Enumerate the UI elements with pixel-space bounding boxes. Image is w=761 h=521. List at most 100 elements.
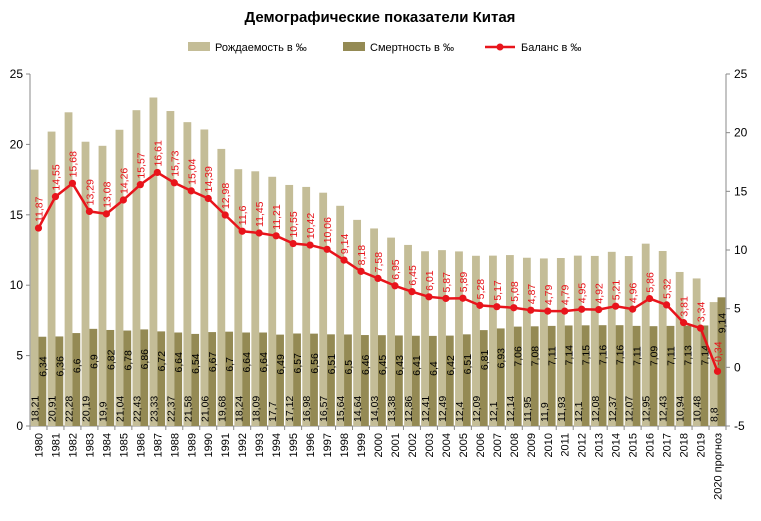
balance-point-1983 <box>85 207 94 215</box>
balance-label: 4,79 <box>543 285 555 306</box>
balance-point-1987 <box>153 168 161 177</box>
death-bar-1981 <box>55 336 64 426</box>
balance-point-1993 <box>255 229 263 237</box>
chart-title: Демографические показатели Китая <box>245 9 516 26</box>
birth-label: 14,64 <box>352 396 364 422</box>
x-tick-label: 1992 <box>237 433 249 457</box>
balance-label: 5,86 <box>645 272 657 293</box>
death-bar-2020 прогноз <box>717 297 726 426</box>
balance-label: 4,92 <box>594 283 606 304</box>
balance-point-1982 <box>68 179 77 187</box>
death-bar-1996 <box>310 333 318 426</box>
death-bar-1989 <box>191 333 200 426</box>
death-bar-2003 <box>428 335 437 426</box>
balance-point-2010 <box>544 307 552 315</box>
birth-label: 18,09 <box>250 396 262 422</box>
balance-point-1986 <box>136 181 144 189</box>
birth-bar-1985 <box>115 129 124 426</box>
birth-bar-2012 <box>573 255 582 426</box>
birth-label: 18,24 <box>233 396 245 422</box>
balance-label: 15,73 <box>169 150 181 176</box>
death-bar-2017 <box>666 325 675 426</box>
birth-label: 12,49 <box>437 396 449 422</box>
birth-bar-2017 <box>658 250 667 426</box>
birth-label: 11,95 <box>522 396 534 422</box>
death-label: 7,11 <box>547 346 559 366</box>
balance-point-1985 <box>119 196 127 204</box>
death-bar-2013 <box>598 325 607 426</box>
x-tick-label: 1986 <box>135 433 147 457</box>
x-tick-label: 2008 <box>509 433 521 457</box>
legend-swatch-0 <box>188 42 210 51</box>
x-tick-label: 2002 <box>407 433 419 457</box>
birth-label: 12,09 <box>471 396 483 422</box>
birth-label: 12,1 <box>573 401 585 422</box>
legend-label-2: Баланс в ‰ <box>521 42 581 54</box>
death-bar-1999 <box>361 335 369 426</box>
balance-label: 10,42 <box>305 213 317 239</box>
balance-label: 9,14 <box>339 233 351 254</box>
death-bar-2001 <box>394 335 403 426</box>
x-tick-label: 1994 <box>271 433 283 457</box>
death-bar-2000 <box>378 335 386 426</box>
balance-point-2013 <box>595 306 603 314</box>
birth-bar-2006 <box>472 255 480 426</box>
death-bar-1985 <box>123 330 132 426</box>
balance-point-1997 <box>323 245 331 253</box>
x-tick-label: 1990 <box>203 433 215 457</box>
x-tick-label: 1996 <box>305 433 317 457</box>
death-bar-2014 <box>615 325 624 426</box>
balance-label: 11,45 <box>254 201 266 227</box>
death-bar-2012 <box>581 325 590 426</box>
birth-bar-2004 <box>438 250 446 426</box>
balance-label: 8,18 <box>356 245 368 266</box>
death-label: 6,34 <box>37 356 49 377</box>
birth-label: 12,08 <box>590 396 602 422</box>
death-bar-1993 <box>259 332 267 426</box>
death-label: 6,56 <box>309 353 321 374</box>
birth-bar-1996 <box>302 186 311 426</box>
balance-point-1996 <box>306 241 314 249</box>
death-label: 6,42 <box>445 355 457 376</box>
balance-point-2006 <box>476 301 484 309</box>
balance-point-1980 <box>34 224 43 232</box>
death-bar-2009 <box>530 326 539 426</box>
birth-bar-1994 <box>268 176 277 426</box>
birth-bar-1992 <box>234 169 243 427</box>
x-tick-label: 2001 <box>390 433 402 457</box>
balance-point-2018 <box>679 319 688 327</box>
x-tick-label: 1993 <box>254 433 266 457</box>
balance-point-2020 прогноз <box>713 367 722 375</box>
balance-point-2019 <box>696 324 705 332</box>
balance-label: 13,29 <box>84 179 96 205</box>
legend-label-0: Рождаемость в ‰ <box>215 42 307 54</box>
death-bar-1983 <box>89 328 98 426</box>
legend: Рождаемость в ‰ Смертность в ‰ Баланс в ‰ <box>188 42 581 54</box>
birth-label: 12,37 <box>607 396 619 422</box>
death-bar-2019 <box>700 325 709 426</box>
death-bar-2007 <box>496 328 505 426</box>
birth-label: 12,95 <box>641 396 653 422</box>
death-label: 7,08 <box>530 346 542 367</box>
x-tick-label: 1985 <box>118 433 130 457</box>
balance-label: 15,68 <box>67 151 79 177</box>
balance-label: 13,08 <box>101 181 113 207</box>
birth-label: 12,07 <box>624 396 636 422</box>
birth-label: 21,06 <box>199 396 211 422</box>
x-tick-label: 1999 <box>356 433 368 457</box>
birth-bar-2018 <box>675 271 684 426</box>
balance-point-1990 <box>204 194 212 203</box>
birth-label: 15,64 <box>335 396 347 422</box>
birth-label: 13,38 <box>386 396 398 422</box>
balance-label: 11,21 <box>271 204 283 230</box>
death-label: 7,09 <box>649 346 661 367</box>
x-tick-label: 2017 <box>662 433 674 457</box>
y-tick-right-label: 10 <box>734 243 748 257</box>
x-tick-labels: 1980 1981 1982 1983 1984 1985 1986 1987 1988 1989… <box>33 433 724 500</box>
death-label: 6,45 <box>377 355 389 376</box>
balance-label: 14,26 <box>118 168 130 194</box>
death-label: 6,86 <box>139 349 151 370</box>
death-label: 7,06 <box>513 346 525 367</box>
death-bar-1987 <box>157 331 166 426</box>
death-bar-1998 <box>344 334 352 426</box>
